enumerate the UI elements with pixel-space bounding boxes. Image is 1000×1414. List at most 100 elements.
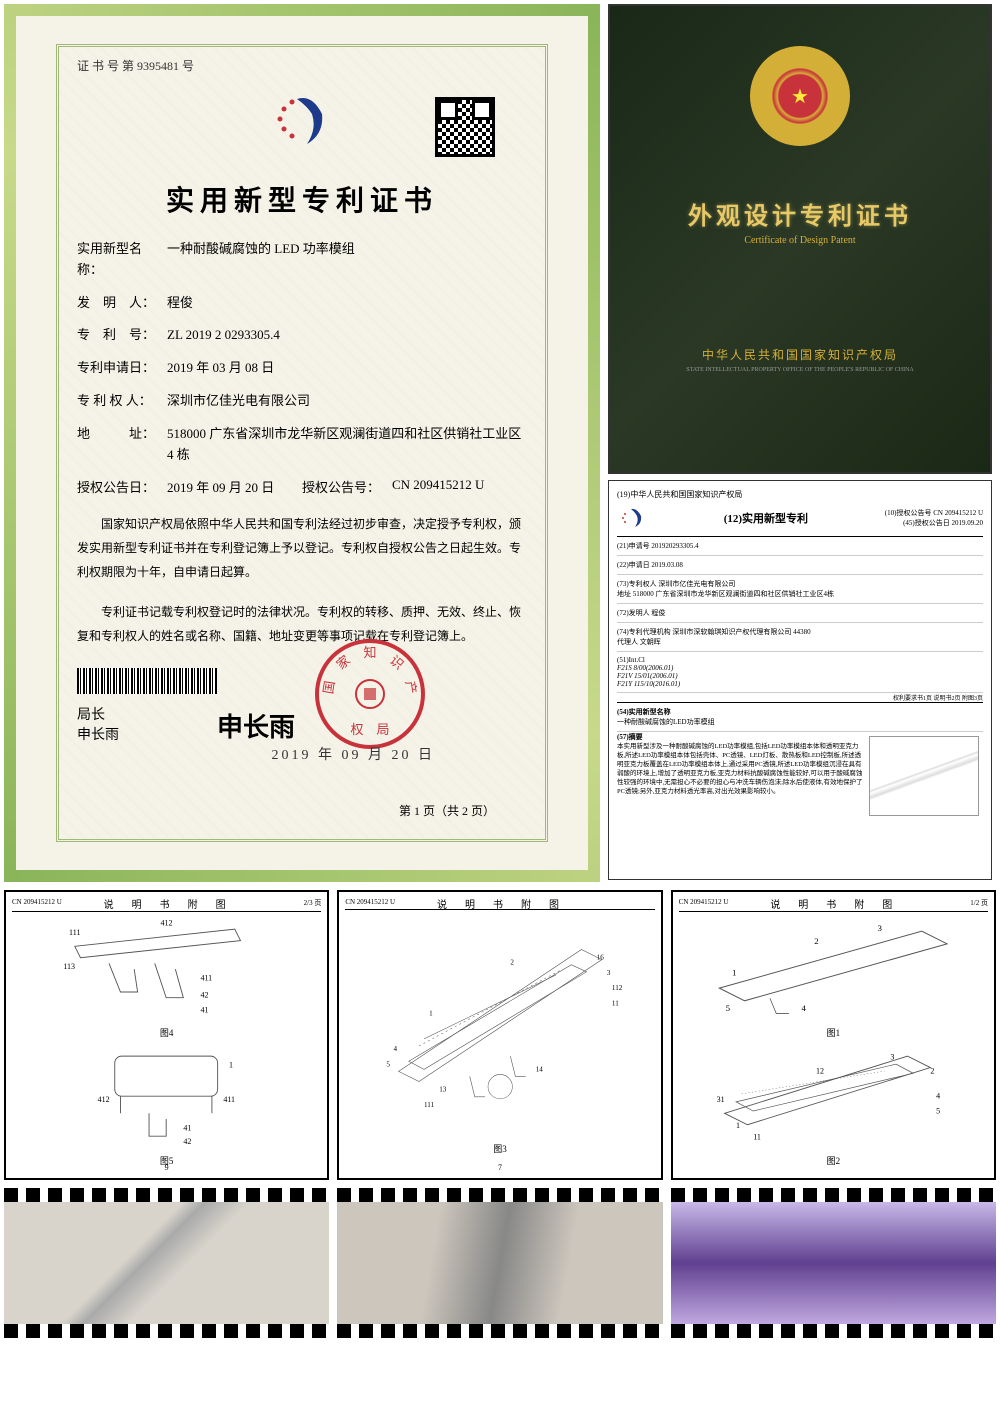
signature-area: 局长 申长雨 申长雨 <box>77 704 527 744</box>
technical-figure-3-icon: 54 12 163 11211 13111 14 <box>361 919 639 1122</box>
svg-text:3: 3 <box>890 1053 894 1062</box>
doc-inv-label: (72)发明人 <box>617 609 650 617</box>
svg-text:113: 113 <box>64 962 76 971</box>
patent-name: 一种耐酸碱腐蚀的 LED 功率模组 <box>167 239 527 281</box>
abstract-label: (57)摘要 <box>617 733 643 741</box>
svg-text:11: 11 <box>753 1133 761 1142</box>
top-row: 证 书 号 第 9395481 号 实用新型专利证书 实用新型名称：一种耐酸碱腐… <box>0 0 1000 886</box>
svg-text:2: 2 <box>930 1067 934 1076</box>
svg-text:1: 1 <box>732 967 736 977</box>
svg-text:1: 1 <box>736 1121 740 1130</box>
pub-no: CN 209415212 U <box>933 509 983 517</box>
sipo-logo-small-icon <box>617 506 647 530</box>
drawing-sheet-3: CN 209415212 U1/2 页 说 明 书 附 图 23 14 5 图1 <box>671 890 996 1180</box>
svg-text:1: 1 <box>429 1010 433 1018</box>
svg-text:5: 5 <box>726 1003 731 1013</box>
design-cert-org: 中华人民共和国国家知识产权局 <box>702 346 898 363</box>
dwg-header: CN 209415212 U <box>12 898 62 908</box>
dwg-pageno: 7 <box>498 1163 502 1172</box>
field-label: 地 址： <box>77 424 167 466</box>
design-cert-subtitle: Certificate of Design Patent <box>744 235 855 246</box>
app-no: 201920293305.4 <box>651 542 698 550</box>
svg-text:12: 12 <box>816 1067 824 1076</box>
svg-text:5: 5 <box>936 1107 940 1116</box>
svg-text:111: 111 <box>70 928 81 937</box>
svg-text:5: 5 <box>386 1061 390 1069</box>
svg-text:411: 411 <box>224 1095 236 1104</box>
right-column: ★ 外观设计专利证书 Certificate of Design Patent … <box>608 4 992 882</box>
drawing-sheet-1: CN 209415212 U2/3 页 说 明 书 附 图 111412 113… <box>4 890 329 1180</box>
certificate-body-p1: 国家知识产权局依照中华人民共和国专利法经过初步审查，决定授予专利权，颁发实用新型… <box>77 512 527 584</box>
product-photo-3 <box>671 1188 996 1338</box>
svg-text:31: 31 <box>717 1095 725 1104</box>
pub-no-label: (10)授权公告号 <box>885 509 932 517</box>
technical-figure-1-icon: 23 14 5 <box>694 912 972 1026</box>
doc-addr: 518000 广东省深圳市龙华新区观澜街道四和社区供销社工业区4栋 <box>633 590 834 598</box>
svg-text:2: 2 <box>814 936 818 946</box>
svg-text:4: 4 <box>936 1092 940 1101</box>
inventor: 程俊 <box>167 293 527 314</box>
apply-date: 2019 年 03 月 08 日 <box>167 358 527 379</box>
barcode-icon <box>77 668 217 694</box>
svg-text:41: 41 <box>201 1006 209 1015</box>
dwg-title: 说 明 书 附 图 <box>770 896 896 911</box>
svg-text:42: 42 <box>184 1137 192 1146</box>
svg-text:42: 42 <box>201 991 209 1000</box>
signature: 申长雨 <box>217 707 295 744</box>
claims-note: 权利要求书1页 说明书2页 附图3页 <box>617 693 983 702</box>
doc-addr-label: 地址 <box>617 590 631 598</box>
qr-code-icon <box>435 97 495 157</box>
design-cert-org-en: STATE INTELLECTUAL PROPERTY OFFICE OF TH… <box>686 367 914 373</box>
certificate-inner: 证 书 号 第 9395481 号 实用新型专利证书 实用新型名称：一种耐酸碱腐… <box>56 44 548 842</box>
agent-label: (74)专利代理机构 <box>617 628 671 636</box>
utility-patent-certificate: 证 书 号 第 9395481 号 实用新型专利证书 实用新型名称：一种耐酸碱腐… <box>4 4 600 882</box>
svg-text:国 家 知 识 产: 国 家 知 识 产 <box>321 645 420 695</box>
dwg-header: CN 209415212 U <box>345 898 395 906</box>
seal-date: 2019 年 09 月 20 日 <box>272 744 436 764</box>
field-label: 授权公告号： <box>302 477 392 496</box>
agent-person: 文朝晖 <box>640 638 661 646</box>
dwg-title: 说 明 书 附 图 <box>437 896 563 911</box>
product-photo-1 <box>4 1188 329 1338</box>
technical-figure-4-icon: 111412 113411 4241 <box>27 912 305 1026</box>
cert-no-value: 9395481 <box>137 59 179 73</box>
dwg-header: CN 209415212 U <box>679 898 729 908</box>
svg-text:权 局: 权 局 <box>350 722 389 737</box>
doc-title: 一种耐酸碱腐蚀的LED功率模组 <box>617 718 715 726</box>
svg-text:1: 1 <box>230 1061 234 1070</box>
cert-no-suffix: 号 <box>182 59 194 73</box>
certificate-title: 实用新型专利证书 <box>77 179 527 219</box>
class2: F21V 15/01(2006.01) <box>617 672 678 680</box>
director-name: 申长雨 <box>77 724 197 744</box>
director-label: 局长 <box>77 704 197 724</box>
svg-text:412: 412 <box>161 919 173 928</box>
technical-figure-2-icon: 11 12 3 2 31 1 4 5 <box>694 1039 972 1153</box>
agent-person-label: 代理人 <box>617 638 638 646</box>
fig-label: 图3 <box>493 1142 507 1155</box>
patent-publication-document: (19)中华人民共和国国家知识产权局 (12)实用新型专利 (10)授权公告号 … <box>608 480 992 880</box>
abstract-figure-icon <box>869 736 979 816</box>
design-patent-certificate: ★ 外观设计专利证书 Certificate of Design Patent … <box>608 4 992 474</box>
design-cert-title: 外观设计专利证书 <box>688 196 912 231</box>
drawing-sheet-2: CN 209415212 U 说 明 书 附 图 54 12 163 <box>337 890 662 1180</box>
dwg-page: 1/2 页 <box>970 898 988 908</box>
doc-title-label: (54)实用新型名称 <box>617 708 671 716</box>
svg-text:2: 2 <box>510 959 514 967</box>
certificate-number: 证 书 号 第 9395481 号 <box>77 57 527 74</box>
national-emblem-icon: ★ <box>750 46 850 146</box>
app-date-label: (22)申请日 <box>617 561 650 569</box>
field-label: 专 利 权 人： <box>77 391 167 412</box>
field-label: 实用新型名称： <box>77 239 167 281</box>
patent-number: ZL 2019 2 0293305.4 <box>167 325 527 346</box>
class3: F21Y 115/10(2016.01) <box>617 680 680 688</box>
svg-text:11: 11 <box>612 1000 619 1008</box>
svg-text:41: 41 <box>184 1124 192 1133</box>
app-no-label: (21)申请号 <box>617 542 650 550</box>
class-label: (51)Int.Cl <box>617 656 645 664</box>
applicant: 深圳市亿佳光电有限公司 <box>658 580 735 588</box>
app-date: 2019.03.08 <box>651 561 683 569</box>
field-label: 专利申请日： <box>77 358 167 379</box>
pub-date: 2019.09.20 <box>952 519 984 527</box>
svg-text:3: 3 <box>878 923 883 933</box>
svg-text:13: 13 <box>439 1086 447 1094</box>
